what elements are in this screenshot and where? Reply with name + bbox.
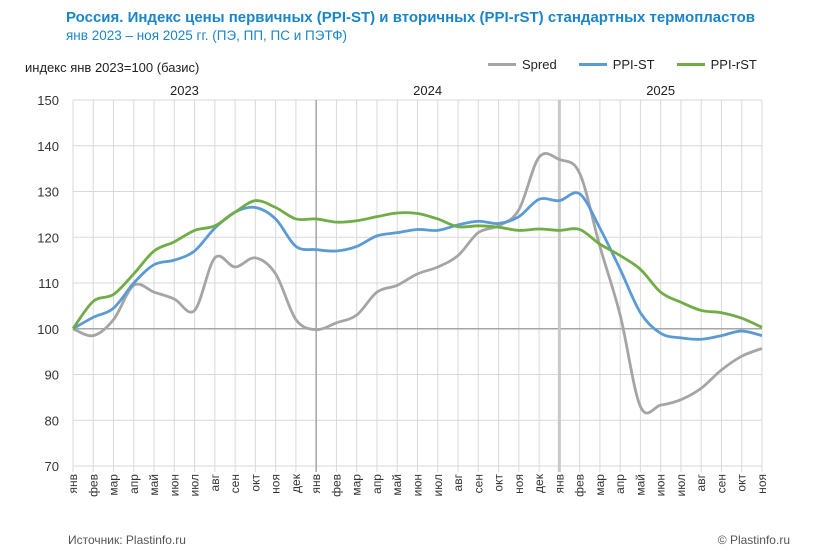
legend-swatch bbox=[676, 63, 705, 66]
x-tick-label: янв bbox=[309, 474, 323, 494]
y-tick-label: 110 bbox=[38, 276, 59, 291]
year-label: 2024 bbox=[413, 83, 442, 98]
series-line-ppi-st bbox=[72, 191, 763, 341]
y-tick-label: 100 bbox=[37, 322, 59, 337]
x-tick-label: апр bbox=[127, 474, 141, 494]
legend-swatch bbox=[578, 63, 607, 66]
x-tick-label: ноя bbox=[512, 474, 526, 494]
x-tick-label: фев bbox=[573, 474, 587, 497]
x-tick-label: апр bbox=[370, 474, 384, 494]
y-tick-label: 90 bbox=[45, 368, 59, 383]
copyright-note: © Plastinfo.ru bbox=[717, 533, 790, 547]
series-line-spred bbox=[72, 152, 763, 415]
x-tick-label: фев bbox=[86, 474, 100, 497]
x-tick-label: июл bbox=[188, 474, 202, 496]
x-tick-label: май bbox=[390, 474, 404, 496]
legend-label: PPI-ST bbox=[612, 57, 655, 72]
x-tick-label: апр bbox=[613, 474, 627, 494]
x-tick-label: янв bbox=[552, 474, 566, 494]
legend-label: Spred bbox=[522, 57, 557, 72]
x-tick-label: авг bbox=[451, 473, 465, 491]
x-tick-label: окт bbox=[735, 474, 749, 492]
x-tick-label: сен bbox=[228, 474, 242, 493]
x-tick-label: июл bbox=[674, 474, 688, 496]
y-tick-label: 130 bbox=[37, 185, 59, 200]
x-tick-label: авг bbox=[208, 473, 222, 491]
x-tick-label: окт bbox=[492, 474, 506, 492]
x-tick-label: мар bbox=[593, 474, 607, 496]
y-axis-label: индекс янв 2023=100 (базис) bbox=[25, 60, 200, 75]
x-tick-label: июн bbox=[654, 474, 668, 496]
legend: Spred PPI-ST PPI-rST bbox=[488, 57, 757, 72]
year-label: 2023 bbox=[170, 83, 199, 98]
x-tick-label: ноя bbox=[755, 474, 769, 494]
x-tick-label: янв bbox=[66, 474, 80, 494]
x-tick-label: окт bbox=[248, 474, 262, 492]
chart-subtitle: янв 2023 – ноя 2025 гг. (ПЭ, ПП, ПС и ПЭ… bbox=[66, 28, 348, 43]
x-tick-label: дек bbox=[289, 473, 303, 493]
y-tick-label: 140 bbox=[37, 139, 59, 154]
x-tick-label: дек bbox=[532, 473, 546, 493]
source-note: Источник: Plastinfo.ru bbox=[68, 533, 186, 547]
x-tick-label: мар bbox=[107, 474, 121, 496]
legend-swatch bbox=[488, 63, 516, 66]
x-tick-label: июл bbox=[431, 474, 445, 496]
chart-title: Россия. Индекс цены первичных (PPI-ST) и… bbox=[66, 9, 756, 26]
y-tick-label: 70 bbox=[45, 459, 59, 474]
x-tick-label: фев bbox=[329, 474, 343, 497]
x-tick-label: май bbox=[147, 474, 161, 496]
x-tick-label: июн bbox=[167, 474, 181, 496]
x-tick-label: ноя bbox=[269, 474, 283, 494]
series-line-ppi-rst bbox=[71, 199, 763, 330]
x-tick-label: авг bbox=[694, 473, 708, 491]
x-tick-label: май bbox=[633, 474, 647, 496]
y-tick-label: 80 bbox=[45, 413, 59, 428]
x-tick-label: июн bbox=[411, 474, 425, 496]
y-tick-label: 120 bbox=[37, 230, 59, 245]
legend-label: PPI-rST bbox=[710, 57, 757, 72]
legend-item-ppi-st: PPI-ST bbox=[578, 57, 655, 72]
year-label: 2025 bbox=[646, 83, 675, 98]
y-tick-label: 150 bbox=[37, 93, 59, 108]
x-tick-label: сен bbox=[471, 474, 485, 493]
x-tick-label: сен bbox=[714, 474, 728, 493]
legend-item-spred: Spred bbox=[488, 57, 557, 72]
legend-item-ppi-rst: PPI-rST bbox=[676, 57, 757, 72]
x-tick-label: мар bbox=[350, 474, 364, 496]
